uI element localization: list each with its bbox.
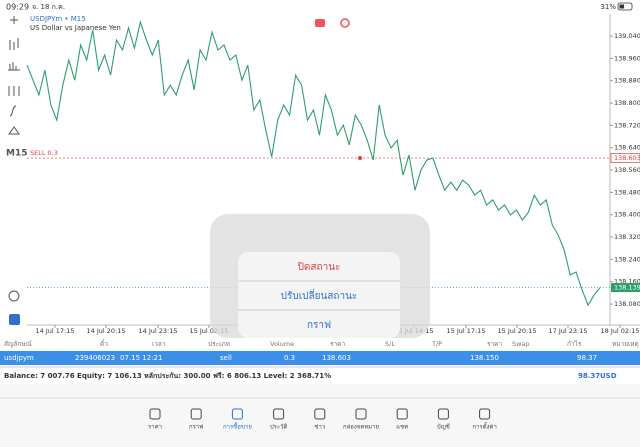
status-icon[interactable] bbox=[340, 18, 350, 28]
x-tick-label: 14 Jul 17:15 bbox=[36, 327, 75, 335]
column-header: ตั๋ว bbox=[100, 339, 108, 348]
battery-level bbox=[619, 4, 624, 9]
current-price-box bbox=[611, 283, 640, 293]
cell: 239406023 bbox=[75, 354, 115, 362]
popup-item[interactable]: ปิดสถานะ bbox=[297, 262, 340, 273]
battery-icon bbox=[617, 2, 633, 11]
order-label: SELL 0.3 bbox=[30, 149, 58, 157]
selected-row[interactable] bbox=[0, 351, 640, 365]
toolbar bbox=[8, 16, 20, 302]
cell: 98.37 bbox=[577, 354, 597, 362]
y-tick-label: 138.400 bbox=[614, 211, 640, 219]
one-click-icon[interactable] bbox=[315, 19, 325, 27]
indicators-icon[interactable] bbox=[8, 62, 20, 71]
current-price-label: 138.139 bbox=[614, 284, 640, 292]
order-price-label: 138.603 bbox=[614, 154, 640, 162]
tab-label[interactable]: กราฟ bbox=[189, 424, 203, 431]
summary-profit: 98.37 bbox=[578, 372, 600, 380]
order-marker bbox=[358, 156, 362, 161]
tab-icon[interactable] bbox=[355, 408, 367, 420]
column-header: T/P bbox=[431, 340, 442, 348]
x-tick-label: 17 Jul 23:15 bbox=[549, 327, 588, 335]
x-tick-label: 15 Jul 02:15 bbox=[190, 327, 229, 335]
candles-icon[interactable] bbox=[9, 38, 19, 50]
tab-label[interactable]: การตั้งค่า bbox=[472, 421, 496, 431]
tab-label[interactable]: กล่องจดหมาย bbox=[343, 424, 379, 431]
y-tick-label: 138.560 bbox=[614, 166, 640, 174]
x-tick-label: 14 Jul 20:15 bbox=[87, 327, 126, 335]
tab-label[interactable]: การซื้อขาย bbox=[223, 421, 252, 431]
tab-bar bbox=[0, 384, 640, 447]
tab-icon[interactable] bbox=[190, 408, 202, 420]
column-header: กำไร bbox=[567, 340, 582, 348]
y-tick-label: 138.240 bbox=[614, 255, 640, 263]
status-time: 09:29 bbox=[6, 3, 29, 12]
column-header: ประเภท bbox=[208, 340, 230, 348]
app-icon[interactable] bbox=[9, 314, 20, 325]
tab-icon[interactable] bbox=[231, 408, 243, 420]
y-tick-label: 138.960 bbox=[614, 54, 640, 62]
column-header: S/L bbox=[385, 340, 395, 348]
column-header: ราคา bbox=[487, 340, 502, 348]
popup bbox=[238, 252, 400, 338]
y-tick-label: 138.480 bbox=[614, 188, 640, 196]
tab-icon[interactable] bbox=[273, 408, 285, 420]
table-header-bg bbox=[0, 338, 640, 350]
y-tick-label: 139.040 bbox=[614, 32, 640, 40]
chart-description: US Dollar vs Japanese Yen bbox=[30, 24, 121, 32]
tab-icon[interactable] bbox=[314, 408, 326, 420]
x-tick-label: 15 Jul 20:15 bbox=[498, 327, 537, 335]
objects-icon[interactable] bbox=[8, 126, 20, 135]
tab-label[interactable]: ราคา bbox=[148, 424, 162, 431]
cell: 07.15 12:21 bbox=[120, 354, 162, 362]
tab-label[interactable]: บัญชี bbox=[437, 423, 450, 431]
tab-icon[interactable] bbox=[396, 408, 408, 420]
column-header: ราคา bbox=[330, 340, 345, 348]
y-tick-label: 138.880 bbox=[614, 77, 640, 85]
y-tick-label: 138.640 bbox=[614, 144, 640, 152]
crosshair-icon[interactable] bbox=[10, 16, 18, 24]
cell: sell bbox=[220, 354, 232, 362]
cell: 138.150 bbox=[470, 354, 499, 362]
tab-label[interactable]: แชท bbox=[396, 424, 408, 431]
popup-item[interactable]: กราฟ bbox=[307, 320, 331, 331]
y-tick-label: 138.800 bbox=[614, 99, 640, 107]
order-price-box bbox=[610, 153, 640, 163]
search-icon[interactable] bbox=[8, 290, 20, 302]
cell: 138.603 bbox=[322, 354, 351, 362]
y-tick-label: 138.080 bbox=[614, 300, 640, 308]
x-tick-label: 15 Jul 17:15 bbox=[447, 327, 486, 335]
tab-label[interactable]: ข่าว bbox=[314, 424, 325, 431]
settings-icon[interactable] bbox=[8, 86, 20, 96]
x-tick-label: 14 Jul 23:15 bbox=[139, 327, 178, 335]
column-header: Volume bbox=[270, 340, 294, 348]
cell: 0.3 bbox=[284, 354, 295, 362]
status-battery: 31% bbox=[600, 3, 616, 11]
tab-icon[interactable] bbox=[437, 408, 449, 420]
function-icon[interactable] bbox=[9, 105, 17, 117]
y-tick-label: 138.720 bbox=[614, 121, 640, 129]
tab-label[interactable]: ประวัติ bbox=[270, 424, 288, 431]
status-date: จ. 18 ก.ค. bbox=[32, 3, 65, 11]
y-tick-label: 138.160 bbox=[614, 278, 640, 286]
price-line bbox=[26, 20, 601, 307]
column-header: เวลา bbox=[152, 340, 166, 348]
column-header: หมายเหตุ bbox=[612, 340, 639, 348]
x-tick-label: 18 Jul 02:15 bbox=[601, 327, 640, 335]
tab-icon[interactable] bbox=[149, 408, 161, 420]
summary: Balance: 7 007.76 Equity: 7 106.13 หลักป… bbox=[4, 372, 331, 380]
chart-symbol: USDJPYm • M15 bbox=[30, 15, 86, 23]
tab-icon[interactable] bbox=[479, 408, 491, 420]
summary-currency: USD bbox=[600, 372, 617, 380]
popup-item[interactable]: ปรับเปลี่ยนสถานะ bbox=[281, 288, 358, 302]
timeframe-label[interactable]: M15 bbox=[6, 149, 27, 159]
column-header: Swap bbox=[512, 340, 530, 348]
column-header: สัญลักษณ์ bbox=[4, 340, 32, 348]
y-tick-label: 138.320 bbox=[614, 233, 640, 241]
cell: usdjpym bbox=[4, 354, 34, 362]
